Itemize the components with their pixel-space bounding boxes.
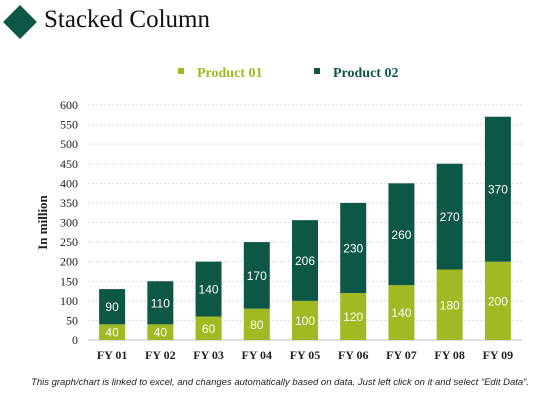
y-tick-label: 550 <box>60 118 78 132</box>
bar-product-01 <box>147 324 174 340</box>
x-tick-label: FY 08 <box>434 348 465 362</box>
bar-product-01 <box>195 316 222 340</box>
data-label: 80 <box>250 318 264 332</box>
x-tick-label: FY 01 <box>97 348 128 362</box>
y-tick-label: 200 <box>60 255 78 269</box>
y-tick-label: 500 <box>60 137 78 151</box>
bar-product-02 <box>243 242 270 309</box>
x-tick-label: FY 07 <box>386 348 417 362</box>
data-label: 170 <box>247 269 267 283</box>
data-label: 270 <box>440 210 460 224</box>
y-tick-label: 250 <box>60 235 78 249</box>
x-tick-label: FY 06 <box>338 348 369 362</box>
bar-product-01 <box>436 269 463 340</box>
bar-product-02 <box>147 281 174 325</box>
bar-product-02 <box>436 163 463 270</box>
x-tick-label: FY 05 <box>290 348 321 362</box>
y-tick-label: 100 <box>60 294 78 308</box>
data-label: 40 <box>154 326 168 340</box>
stacked-column-chart: 0 50 100 150 200 250 300 350 400 450 500 550 600 In m… <box>35 66 522 362</box>
footnote: This graph/chart is linked to excel, and… <box>31 377 529 388</box>
data-label: 110 <box>151 296 170 310</box>
data-label: 100 <box>295 314 315 328</box>
data-label: 140 <box>199 283 219 297</box>
x-tick-label: FY 04 <box>241 348 272 362</box>
y-tick-label: 350 <box>60 196 78 210</box>
y-axis-title: In million <box>35 194 50 249</box>
bar-product-01 <box>292 300 318 340</box>
y-tick-label: 450 <box>60 157 78 171</box>
legend-label: Product 02 <box>333 66 398 81</box>
y-tick-label: 300 <box>60 216 78 230</box>
y-tick-label: 50 <box>66 313 78 327</box>
bar-product-01 <box>99 324 126 340</box>
data-label: 200 <box>488 294 508 308</box>
bar-product-02 <box>484 116 511 262</box>
bar-product-02 <box>99 289 126 325</box>
data-label: 206 <box>295 254 315 268</box>
data-label: 60 <box>202 322 216 336</box>
data-label: 370 <box>488 183 508 197</box>
legend-label: Product 01 <box>197 66 262 81</box>
x-tick-label: FY 02 <box>145 348 176 362</box>
data-label: 260 <box>391 228 411 242</box>
y-tick-label: 400 <box>60 176 78 190</box>
data-label: 40 <box>105 326 119 340</box>
data-label: 90 <box>105 300 119 314</box>
bar-product-02 <box>340 202 367 293</box>
bar-product-01 <box>484 261 511 340</box>
data-label: 120 <box>343 310 363 324</box>
legend-swatch <box>178 68 184 74</box>
data-label: 230 <box>343 241 363 255</box>
y-tick-label: 0 <box>72 333 78 347</box>
y-tick-label: 150 <box>60 274 78 288</box>
bar-product-02 <box>292 220 318 301</box>
data-label: 140 <box>391 306 411 320</box>
bar-product-02 <box>388 183 415 286</box>
bar-product-01 <box>243 308 270 340</box>
page-title: Stacked Column <box>44 6 210 33</box>
x-tick-label: FY 09 <box>483 348 514 362</box>
bar-product-01 <box>388 285 415 340</box>
bar-product-02 <box>195 261 222 317</box>
legend-swatch <box>314 68 320 74</box>
y-tick-label: 600 <box>60 98 78 112</box>
x-tick-label: FY 03 <box>193 348 224 362</box>
data-label: 180 <box>440 298 460 312</box>
bar-product-01 <box>340 293 367 340</box>
